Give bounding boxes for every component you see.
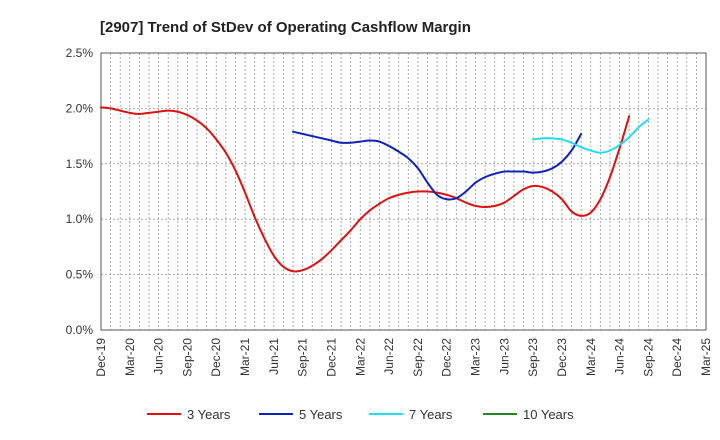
x-tick-label: Mar-20 <box>123 338 137 376</box>
chart-legend: 3 Years 5 Years 7 Years 10 Years <box>147 407 574 422</box>
x-tick-label: Jun-23 <box>497 338 511 375</box>
legend-label-10-years: 10 Years <box>523 407 574 422</box>
x-tick-label: Jun-24 <box>613 338 627 375</box>
x-tick-label: Sep-23 <box>526 338 540 377</box>
x-tick-label: Dec-23 <box>555 338 569 377</box>
x-tick-label: Mar-22 <box>353 338 367 376</box>
y-tick-label: 0.5% <box>66 268 94 282</box>
x-tick-label: Mar-23 <box>469 338 483 376</box>
x-tick-label: Mar-21 <box>238 338 252 376</box>
chart-title: [2907] Trend of StDev of Operating Cashf… <box>100 19 471 36</box>
x-tick-label: Jun-22 <box>382 338 396 375</box>
x-tick-label: Sep-24 <box>641 338 655 377</box>
x-tick-label: Mar-25 <box>699 338 713 376</box>
x-tick-label: Dec-19 <box>94 338 108 377</box>
legend-label-5-years: 5 Years <box>299 407 343 422</box>
y-tick-label: 2.0% <box>66 101 94 115</box>
x-tick-label: Sep-21 <box>296 338 310 377</box>
x-tick-label: Dec-22 <box>440 338 454 377</box>
plot-area: 0.0% 0.5% 1.0% 1.5% 2.0% 2.5% Dec-19 Mar-20 Jun-… <box>66 46 713 377</box>
x-tick-label: Mar-24 <box>584 338 598 376</box>
x-tick-label: Jun-21 <box>267 338 281 375</box>
series-line-5-years <box>292 130 583 201</box>
y-tick-label: 2.5% <box>66 46 94 60</box>
y-tick-label: 0.0% <box>66 323 94 337</box>
x-tick-label: Sep-22 <box>411 338 425 377</box>
x-tick-label: Dec-24 <box>670 338 684 377</box>
series-line-7-years <box>532 118 650 154</box>
x-tick-label: Sep-20 <box>180 338 194 377</box>
legend-label-3-years: 3 Years <box>187 407 231 422</box>
legend-label-7-years: 7 Years <box>409 407 453 422</box>
x-tick-label: Dec-21 <box>324 338 338 377</box>
y-tick-label: 1.0% <box>66 212 94 226</box>
x-tick-label: Dec-20 <box>209 338 223 377</box>
x-tick-label: Jun-20 <box>152 338 166 375</box>
y-tick-label: 1.5% <box>66 157 94 171</box>
plot-frame <box>100 52 707 331</box>
series-line-3-years <box>100 106 631 273</box>
